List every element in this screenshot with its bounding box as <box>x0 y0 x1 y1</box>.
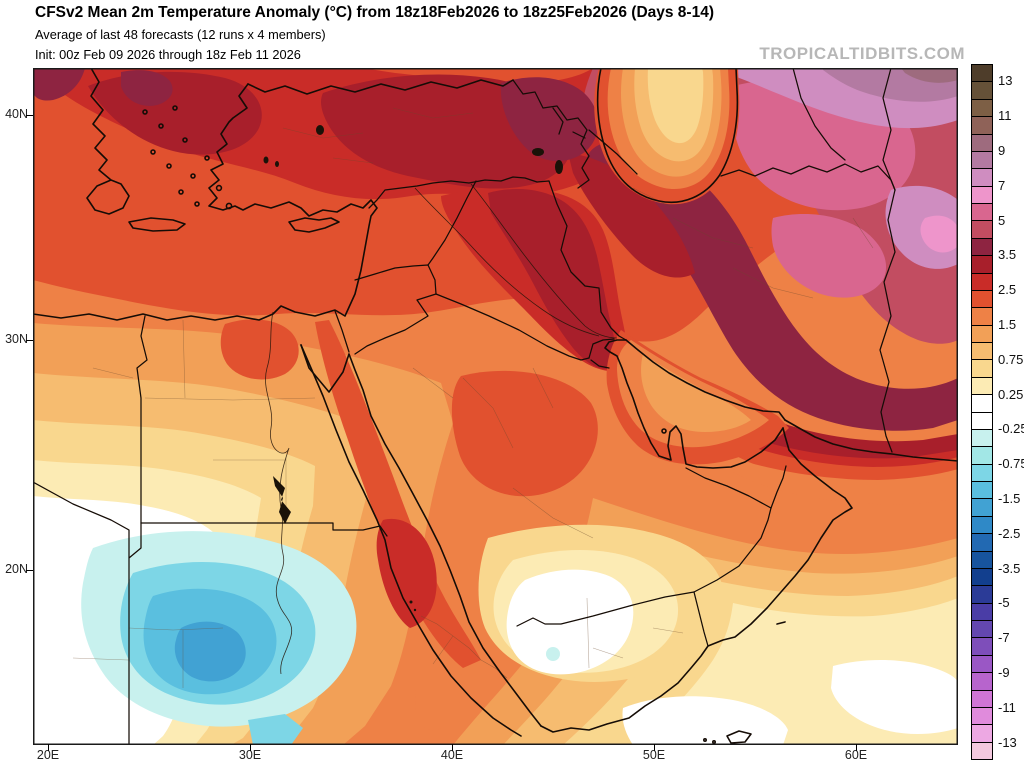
colorbar-tick-label: 7 <box>998 177 1006 193</box>
lon-tick-mark <box>452 744 453 751</box>
map-subtitle: Average of last 48 forecasts (12 runs x … <box>35 27 326 42</box>
colorbar-segment <box>972 481 992 499</box>
colorbar-segment <box>972 498 992 516</box>
colorbar-segment <box>972 65 992 82</box>
colorbar-segment <box>972 168 992 186</box>
colorbar-segment <box>972 116 992 134</box>
lon-tick-mark <box>48 744 49 751</box>
colorbar-segment <box>972 637 992 655</box>
lon-tick-label: 30E <box>238 748 262 762</box>
colorbar-segment <box>972 150 992 169</box>
colorbar-segment <box>972 98 992 117</box>
lat-tick-label: 30N <box>5 332 28 346</box>
colorbar-segment <box>972 515 992 534</box>
colorbar-tick-label: 13 <box>998 73 1013 89</box>
colorbar-tick-label: -5 <box>998 595 1010 611</box>
colorbar-segment <box>972 446 992 464</box>
colorbar-segment <box>972 289 992 308</box>
country-borders <box>33 68 896 745</box>
colorbar-segment <box>972 272 992 290</box>
anomaly-map <box>33 68 958 745</box>
colorbar-segment <box>972 307 992 325</box>
colorbar-tick-label: 9 <box>998 143 1006 158</box>
colorbar-segment <box>972 724 992 742</box>
lat-tick-mark <box>26 570 33 571</box>
lon-tick-mark <box>654 744 655 751</box>
colorbar-tick-label: 5 <box>998 212 1006 228</box>
lat-tick-label: 40N <box>5 107 28 121</box>
colorbar-segment <box>972 533 992 551</box>
lakes <box>263 125 563 612</box>
colorbar-segment <box>972 463 992 481</box>
colorbar-tick-label: -0.75 <box>998 456 1024 472</box>
colorbar-tick-label: 0.75 <box>998 351 1024 367</box>
colorbar-tick-label: -0.25 <box>998 421 1024 437</box>
watermark-logo: TROPICALTIDBITS.COM <box>759 44 965 63</box>
colorbar-segment <box>972 602 992 620</box>
anomaly-map-canvas <box>33 68 958 745</box>
colorbar-tick-label: -13 <box>998 734 1017 750</box>
colorbar-segment <box>972 81 992 99</box>
colorbar-segment <box>972 185 992 203</box>
lat-tick-label: 20N <box>5 562 28 576</box>
colorbar-segment <box>972 411 992 429</box>
lon-tick-label: 40E <box>440 748 464 762</box>
lon-tick-label: 20E <box>36 748 60 762</box>
colorbar-tick-label: 0.25 <box>998 386 1024 402</box>
colorbar-segment <box>972 585 992 603</box>
colorbar-segment <box>972 741 992 759</box>
colorbar-tick-label: -7 <box>998 630 1010 646</box>
map-title: CFSv2 Mean 2m Temperature Anomaly (°C) f… <box>35 4 714 21</box>
colorbar-segment <box>972 706 992 725</box>
lat-tick-mark <box>26 115 33 116</box>
lon-tick-label: 50E <box>642 748 666 762</box>
colorbar-tick-label: 2.5 <box>998 282 1017 298</box>
colorbar-tick-label: -1.5 <box>998 491 1021 506</box>
colorbar-segment <box>972 376 992 395</box>
colorbar-segment <box>972 359 992 377</box>
colorbar-tick-label: -11 <box>998 699 1016 715</box>
colorbar-segment <box>972 220 992 238</box>
colorbar-segment <box>972 324 992 342</box>
colorbar-tick-label: -2.5 <box>998 525 1021 541</box>
colorbar-segment <box>972 203 992 221</box>
colorbar-segment <box>972 342 992 360</box>
colorbar-tick-label: 11 <box>998 108 1012 124</box>
colorbar-tick-label: 3.5 <box>998 247 1017 263</box>
init-time-line: Init: 00z Feb 09 2026 through 18z Feb 11… <box>35 47 301 62</box>
colorbar-segment <box>972 550 992 568</box>
colorbar-segment <box>972 237 992 256</box>
lon-tick-mark <box>856 744 857 751</box>
map-frame <box>33 68 958 745</box>
colorbar-tick-label: 1.5 <box>998 317 1017 332</box>
colorbar-segment <box>972 394 992 412</box>
colorbar-segment <box>972 133 992 151</box>
colorbar-segment <box>972 689 992 707</box>
lon-tick-label: 60E <box>844 748 868 762</box>
lon-tick-mark <box>250 744 251 751</box>
colorbar-segment <box>972 428 992 447</box>
colorbar-segment <box>972 620 992 638</box>
colorbar-tick-label: -9 <box>998 665 1010 680</box>
lat-tick-mark <box>26 340 33 341</box>
colorbar-segment <box>972 255 992 273</box>
colorbar-segment <box>972 672 992 690</box>
colorbar-tick-label: -3.5 <box>998 560 1021 576</box>
colorbar-segment <box>972 567 992 586</box>
colorbar <box>971 64 993 760</box>
admin-borders <box>72 107 874 688</box>
colorbar-segment <box>972 654 992 673</box>
coastlines <box>33 68 958 744</box>
